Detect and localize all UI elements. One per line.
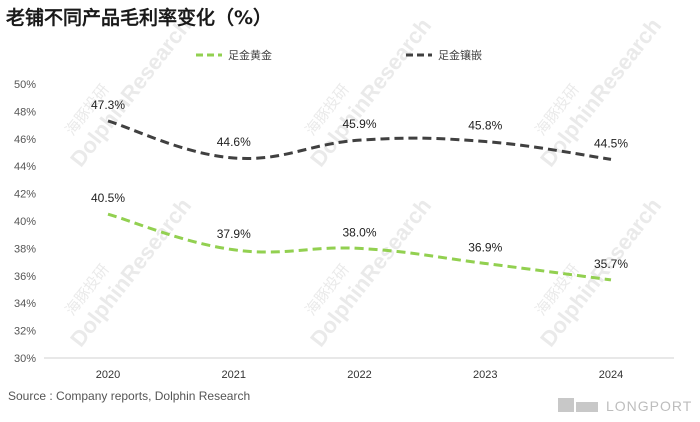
x-axis: 2020 2021 2022 2023 2024 <box>96 369 623 381</box>
chart-title: 老铺不同产品毛利率变化（%） <box>6 6 272 29</box>
y-tick-label: 34% <box>14 298 36 310</box>
data-label: 38.0% <box>342 225 376 239</box>
data-label: 35.7% <box>594 257 628 271</box>
source-note: Source : Company reports, Dolphin Resear… <box>8 389 250 403</box>
data-label: 45.9% <box>342 117 376 131</box>
x-tick-label: 2024 <box>599 369 623 381</box>
data-label: 47.3% <box>91 98 125 112</box>
x-tick-label: 2023 <box>473 369 497 381</box>
y-tick-label: 46% <box>14 134 36 146</box>
series-line-inlay <box>107 119 612 161</box>
legend: 足金黄金 足金镶嵌 <box>196 48 482 62</box>
watermark-en: DolphinResearch <box>305 193 436 351</box>
y-tick-label: 30% <box>14 353 36 365</box>
watermark-en: DolphinResearch <box>65 13 196 171</box>
y-tick-label: 32% <box>14 326 36 338</box>
y-tick-label: 44% <box>14 161 36 173</box>
y-tick-label: 42% <box>14 189 36 201</box>
y-tick-label: 48% <box>14 106 36 118</box>
y-tick-label: 38% <box>14 243 36 255</box>
longport-logo-icon <box>558 398 574 412</box>
data-label: 40.5% <box>91 191 125 205</box>
x-tick-label: 2020 <box>96 369 120 381</box>
series-layer: 40.5% 37.9% 38.0% 36.9% 35.7% 47.3% 44.6% 45.9%… <box>91 98 628 282</box>
y-axis: 30% 32% 34% 36% 38% 40% 42% 44% 46% 48% 50% <box>14 79 674 365</box>
data-label: 45.8% <box>468 119 502 133</box>
series-line-gold <box>107 212 612 282</box>
y-tick-label: 36% <box>14 271 36 283</box>
x-tick-label: 2021 <box>222 369 246 381</box>
data-label: 44.5% <box>594 136 628 150</box>
data-label: 36.9% <box>468 240 502 254</box>
watermark-en: DolphinResearch <box>305 13 436 171</box>
watermark-en: DolphinResearch <box>65 193 196 351</box>
x-tick-label: 2022 <box>347 369 371 381</box>
y-tick-label: 40% <box>14 216 36 228</box>
data-label: 44.6% <box>217 135 251 149</box>
y-tick-label: 50% <box>14 79 36 91</box>
longport-logo-text: LONGPORT <box>606 398 692 414</box>
data-label: 37.9% <box>217 227 251 241</box>
longport-logo: LONGPORT <box>558 398 692 414</box>
legend-label: 足金黄金 <box>228 48 272 62</box>
legend-label: 足金镶嵌 <box>438 48 482 62</box>
longport-logo-icon-bar <box>576 402 598 412</box>
